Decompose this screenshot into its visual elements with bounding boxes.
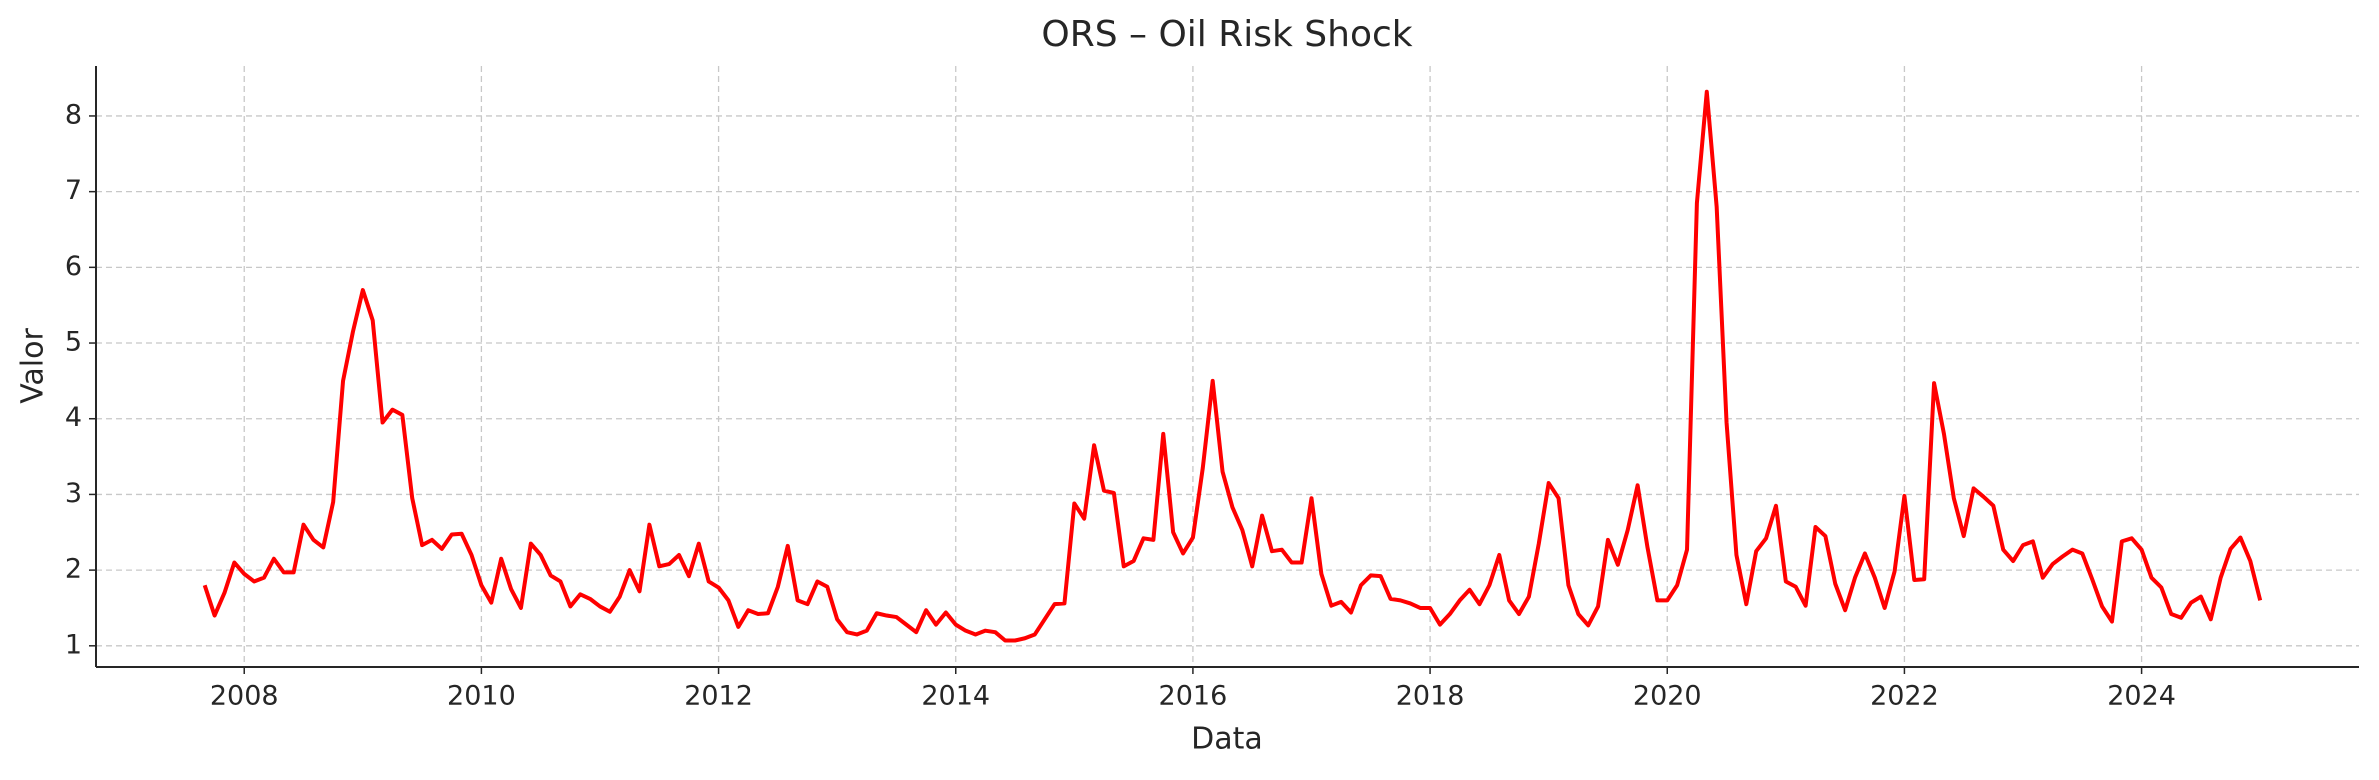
x-tick-label: 2020 xyxy=(1633,681,1702,712)
x-tick-label: 2018 xyxy=(1396,681,1465,712)
chart-title: ORS – Oil Risk Shock xyxy=(1041,14,1412,55)
x-tick-label: 2010 xyxy=(447,681,516,712)
x-tick-label: 2012 xyxy=(684,681,753,712)
y-tick-label: 6 xyxy=(65,251,82,282)
y-tick-label: 1 xyxy=(65,629,82,660)
y-tick-label: 7 xyxy=(65,175,82,206)
data-line xyxy=(202,89,2263,643)
y-tick-label: 8 xyxy=(65,99,82,130)
x-tick-label: 2008 xyxy=(210,681,279,712)
x-tick-label: 2016 xyxy=(1159,681,1228,712)
y-tick-label: 5 xyxy=(65,327,82,358)
y-tick-label: 2 xyxy=(65,554,82,585)
x-tick-label: 2024 xyxy=(2107,681,2176,712)
x-tick-label: 2022 xyxy=(1870,681,1939,712)
x-tick-label: 2014 xyxy=(921,681,990,712)
y-tick-label: 4 xyxy=(65,402,82,433)
y-tick-label: 3 xyxy=(65,478,82,509)
y-axis-label: Valor xyxy=(16,328,51,404)
x-axis-label: Data xyxy=(1191,722,1263,757)
